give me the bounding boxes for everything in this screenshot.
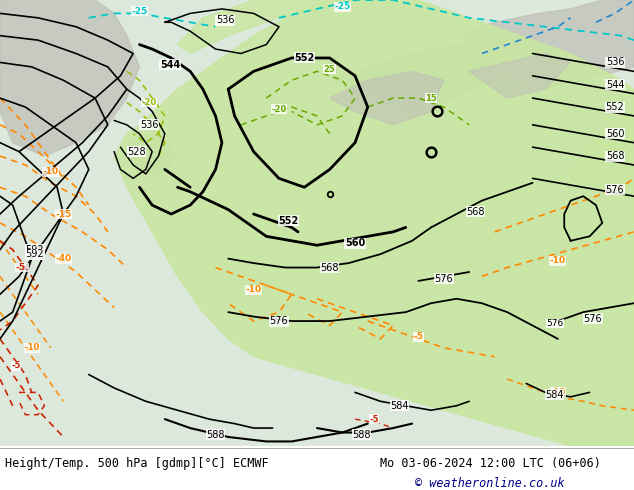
Text: 15: 15 xyxy=(425,94,437,102)
Text: 544: 544 xyxy=(160,60,180,70)
Text: -20: -20 xyxy=(141,98,157,107)
Text: 536: 536 xyxy=(605,57,624,68)
Text: -25: -25 xyxy=(131,7,148,16)
Polygon shape xyxy=(456,0,634,89)
Text: 588: 588 xyxy=(206,430,225,440)
Text: 568: 568 xyxy=(466,207,485,217)
Text: -40: -40 xyxy=(55,254,72,263)
Text: -5: -5 xyxy=(370,415,378,424)
Polygon shape xyxy=(330,36,520,112)
Text: 552: 552 xyxy=(278,216,299,226)
Text: 560: 560 xyxy=(605,129,624,139)
Text: 576: 576 xyxy=(583,314,602,324)
Polygon shape xyxy=(178,0,380,53)
Text: 592: 592 xyxy=(25,249,44,259)
Text: -20: -20 xyxy=(271,105,287,114)
Polygon shape xyxy=(571,112,634,187)
Text: -10: -10 xyxy=(42,167,59,176)
Text: -5: -5 xyxy=(11,361,20,370)
Text: -10: -10 xyxy=(550,256,566,266)
Polygon shape xyxy=(114,0,634,446)
Text: 552: 552 xyxy=(605,102,624,112)
Text: 584: 584 xyxy=(390,401,409,411)
Polygon shape xyxy=(0,0,139,156)
Text: 568: 568 xyxy=(605,151,624,161)
Text: -10: -10 xyxy=(245,285,262,294)
Text: 576: 576 xyxy=(269,316,288,326)
Text: 536: 536 xyxy=(139,120,158,130)
Text: 588: 588 xyxy=(352,430,371,440)
Text: -15: -15 xyxy=(55,210,72,219)
Text: 552: 552 xyxy=(294,53,314,63)
Text: -10: -10 xyxy=(550,388,566,397)
Text: 568: 568 xyxy=(320,263,339,272)
Text: 528: 528 xyxy=(127,147,146,157)
Text: 560: 560 xyxy=(345,238,365,248)
Text: 536: 536 xyxy=(216,15,235,25)
Text: © weatheronline.co.uk: © weatheronline.co.uk xyxy=(415,477,565,490)
Text: 576: 576 xyxy=(605,185,624,195)
Text: -10: -10 xyxy=(24,343,39,352)
Polygon shape xyxy=(469,53,571,98)
Text: 25: 25 xyxy=(324,65,335,74)
Text: 592: 592 xyxy=(25,245,44,255)
Text: -5.: -5. xyxy=(15,263,29,272)
Text: -25: -25 xyxy=(334,2,351,11)
Polygon shape xyxy=(127,134,178,178)
Text: -5: -5 xyxy=(413,332,424,341)
Text: Mo 03-06-2024 12:00 LTC (06+06): Mo 03-06-2024 12:00 LTC (06+06) xyxy=(380,457,601,470)
Text: 584: 584 xyxy=(545,390,564,400)
Text: 544: 544 xyxy=(605,80,624,90)
Text: 576: 576 xyxy=(546,319,564,328)
Polygon shape xyxy=(0,0,634,446)
Text: Height/Temp. 500 hPa [gdmp][°C] ECMWF: Height/Temp. 500 hPa [gdmp][°C] ECMWF xyxy=(5,457,269,470)
Polygon shape xyxy=(330,72,444,125)
Text: 576: 576 xyxy=(434,274,453,284)
